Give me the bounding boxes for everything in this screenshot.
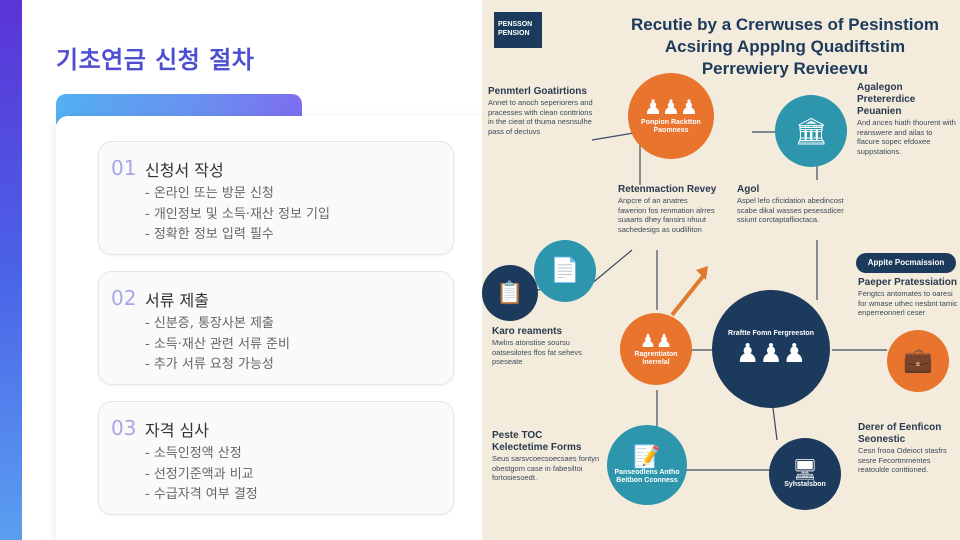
info-body: Mwlns atonstise soursu oatsesilotes ffos… [492,338,582,366]
info-block-6: Paeper Pratessiation Fengtcs antomates t… [858,277,958,318]
step-title: 자격 심사 [145,421,209,440]
node-label: Panseodlens Antho Beitbon Cconness [614,468,680,485]
info-heading: Karo reaments [492,326,563,337]
person-icon: ♟♟ [639,330,673,351]
info-heading: Agalegon Pretererdice Peuanien [857,82,916,117]
info-block-7: Peste TOC Kelectetime Forms Seus sarsvco… [492,430,600,483]
fee-form-node: Rraftte Fomn Fergreeston ♟♟♟ [712,290,830,408]
step-title: 서류 제출 [145,291,209,310]
clipboard-node: 📋 [482,265,538,321]
infographic-title: Recutie by a Crerwuses of Pesinstiom Acs… [631,15,939,78]
family-icon: ♟♟♟ [736,338,806,369]
info-body: Aspel lefo cficidation abedincost scabe … [737,196,844,224]
info-block-1: Penmterl Goatirtions Annet to anoch sepe… [488,86,594,136]
step-item: - 소득인정액 산정 [145,446,242,461]
info-body: Annet to anoch seperiorers and pracesses… [488,98,593,136]
step-item: - 정확한 정보 입력 필수 [145,227,274,242]
node-label: Syhstalsbon [784,480,826,488]
bank-icon: 🏛 [794,116,828,146]
infographic-badge: Appite Pocmaission [856,253,956,273]
info-heading: Agol [737,184,760,195]
clipboard-icon: 📋 [496,280,524,305]
node-label: Ponpion Racktton Paomness [641,118,701,135]
info-heading: Paeper Pratessiation [858,277,957,288]
step-item: - 온라인 또는 방문 신청 [145,186,274,201]
step-card-3: 03 자격 심사 - 소득인정액 산정 - 선정기준액과 비교 - 수급자격 여… [98,401,454,515]
step-item-list: - 소득인정액 산정 - 선정기준액과 비교 - 수급자격 여부 결정 [145,444,258,506]
step-card-1: 01 신청서 작성 - 온라인 또는 방문 신청 - 개인정보 및 소득·재산 … [98,141,454,255]
briefcase-node: 💼 [887,330,949,392]
info-heading: Retenmaction Revey [618,184,717,195]
info-heading: Peste TOC Kelectetime Forms [492,430,582,453]
step-item: - 신분증, 통장사본 제출 [145,316,274,331]
info-body: Fengtcs antomates to oaresi for wmase ut… [858,289,958,317]
info-body: Cesn frooa Odeioct stasfrs sesre Fecortm… [858,446,947,474]
step-item-list: - 신분증, 통장사본 제출 - 소득·재산 관련 서류 준비 - 추가 서류 … [145,314,290,376]
info-body: Anpcre of an anatres fawerion fos renmat… [618,196,715,234]
infographic-logo: PENSSON PENSION [494,12,542,48]
briefcase-icon: 💼 [903,347,933,374]
document-icon: 📄 [550,257,580,284]
step-item: - 소득·재산 관련 서류 준비 [145,336,290,352]
system-node: 🖥 Syhstalsbon [769,438,841,510]
step-number: 03 [111,416,137,440]
step-item: - 선정기준액과 비교 [145,466,254,482]
step-item: - 수급자격 여부 결정 [145,487,258,502]
info-heading: Derer of Eenficon Seonestic [858,422,942,445]
step-item-list: - 온라인 또는 방문 신청 - 개인정보 및 소득·재산 정보 기입 - 정확… [145,184,330,246]
pension-infographic-image: PENSSON PENSION Recutie by a Crerwuses o… [482,0,960,540]
slide-title: 기초연금 신청 절차 [56,46,255,74]
left-accent-bar [0,0,22,540]
monitor-icon: 🖥 [792,458,818,481]
info-block-2: Agalegon Pretererdice Peuanien And ances… [857,82,957,156]
info-body: And ances hiath thourent with reanswere … [857,118,956,156]
document-node: 📄 [534,240,596,302]
step-card-2: 02 서류 제출 - 신분증, 통장사본 제출 - 소득·재산 관련 서류 준비… [98,271,454,385]
info-block-5: Karo reaments Mwlns atonstise soursu oat… [492,326,592,367]
node-label: Ragrentiaton Inerrelal [634,350,678,367]
notepad-icon: 📝 [633,443,661,469]
step-title: 신청서 작성 [145,161,224,180]
registration-node: ♟♟ Ragrentiaton Inerrelal [620,313,692,385]
bank-node: 🏛 [775,95,847,167]
application-node: ♟♟♟ Ponpion Racktton Paomness [628,73,714,159]
info-block-8: Derer of Eenficon Seonestic Cesn frooa O… [858,422,958,475]
records-node: 📝 Panseodlens Antho Beitbon Cconness [607,425,687,505]
info-block-3: Retenmaction Revey Anpcre of an anatres … [618,184,718,234]
step-number: 02 [111,286,137,310]
info-block-4: Agol Aspel lefo cficidation abedincost s… [737,184,845,225]
info-heading: Penmterl Goatirtions [488,86,587,97]
step-item: - 추가 서류 요청 가능성 [145,357,274,372]
info-body: Seus sarsvcoecsoecsaes fontyn obestgom c… [492,454,600,482]
node-label: Rraftte Fomn Fergreeston [728,329,814,337]
step-number: 01 [111,156,137,180]
step-item: - 개인정보 및 소득·재산 정보 기입 [145,206,330,222]
people-icon: ♟♟♟ [644,96,698,119]
